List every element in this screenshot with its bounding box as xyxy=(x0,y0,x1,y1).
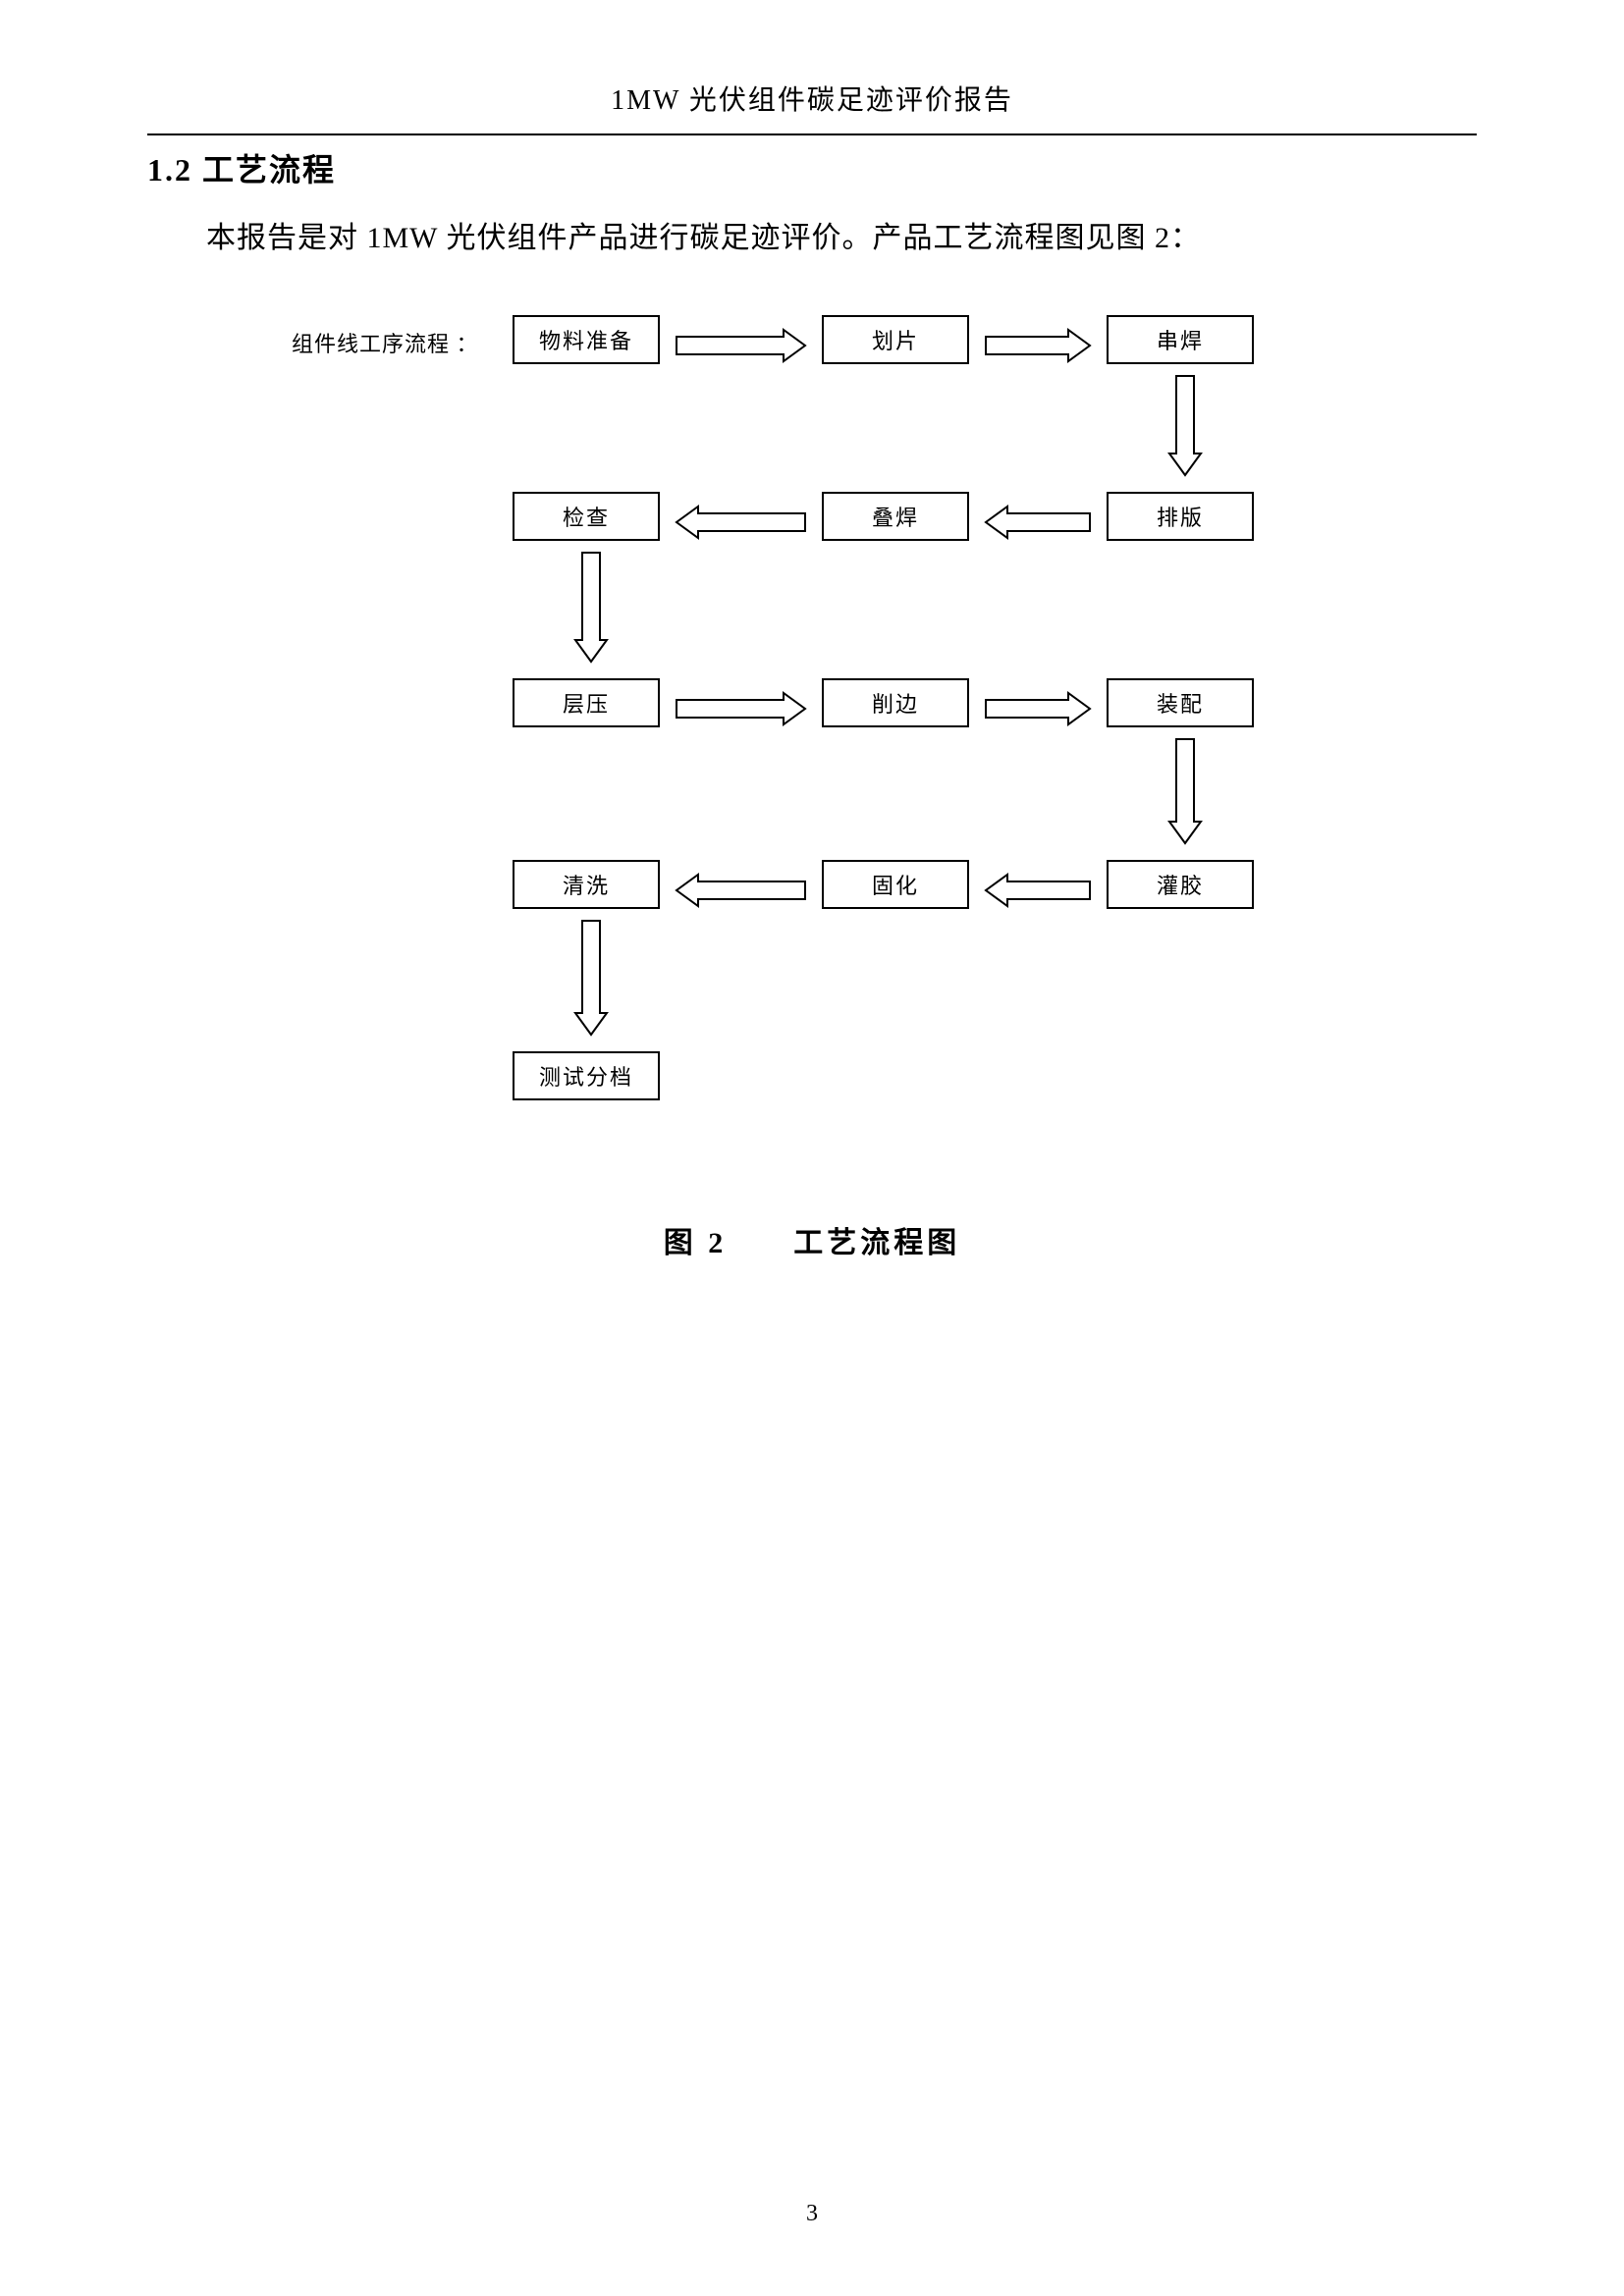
page-header: 1MW 光伏组件碳足迹评价报告 xyxy=(147,79,1477,130)
flow-arrow-n6-n7 xyxy=(573,551,609,664)
flowchart-side-label: 组件线工序流程 ： xyxy=(292,327,479,358)
section-heading: 1.2 工艺流程 xyxy=(147,145,1477,190)
page-number: 3 xyxy=(0,2201,1624,2227)
process-flowchart: 组件线工序流程 ： 物料准备 划片 串焊排版 叠焊 检查层压 削边 装配灌胶 固化 清洗测试分档 xyxy=(272,286,1352,1189)
flow-arrow-n8-n9 xyxy=(984,691,1092,726)
flow-node-n12: 清洗 xyxy=(513,860,660,909)
flow-node-n10: 灌胶 xyxy=(1107,860,1254,909)
page: 1MW 光伏组件碳足迹评价报告 1.2 工艺流程 本报告是对 1MW 光伏组件产… xyxy=(0,0,1624,2296)
body-paragraph: 本报告是对 1MW 光伏组件产品进行碳足迹评价。产品工艺流程图见图 2： xyxy=(147,210,1477,266)
flow-node-n13: 测试分档 xyxy=(513,1051,660,1100)
flow-node-n11: 固化 xyxy=(822,860,969,909)
flow-arrow-n10-n11 xyxy=(984,873,1092,908)
header-rule xyxy=(147,133,1477,135)
flow-arrow-n9-n10 xyxy=(1167,737,1203,845)
flow-node-n9: 装配 xyxy=(1107,678,1254,727)
flow-arrow-n4-n5 xyxy=(984,505,1092,540)
flow-node-n1: 物料准备 xyxy=(513,315,660,364)
flow-arrow-n3-n4 xyxy=(1167,374,1203,477)
flow-arrow-n1-n2 xyxy=(675,328,807,363)
flow-node-n8: 削边 xyxy=(822,678,969,727)
flow-arrow-n12-n13 xyxy=(573,919,609,1037)
flow-node-n2: 划片 xyxy=(822,315,969,364)
flow-arrow-n5-n6 xyxy=(675,505,807,540)
flow-arrow-n7-n8 xyxy=(675,691,807,726)
flow-node-n4: 排版 xyxy=(1107,492,1254,541)
flow-node-n5: 叠焊 xyxy=(822,492,969,541)
figure-caption: 图 2 工艺流程图 xyxy=(147,1218,1477,1261)
flow-node-n6: 检查 xyxy=(513,492,660,541)
flow-node-n3: 串焊 xyxy=(1107,315,1254,364)
flow-arrow-n2-n3 xyxy=(984,328,1092,363)
flow-node-n7: 层压 xyxy=(513,678,660,727)
flow-arrow-n11-n12 xyxy=(675,873,807,908)
